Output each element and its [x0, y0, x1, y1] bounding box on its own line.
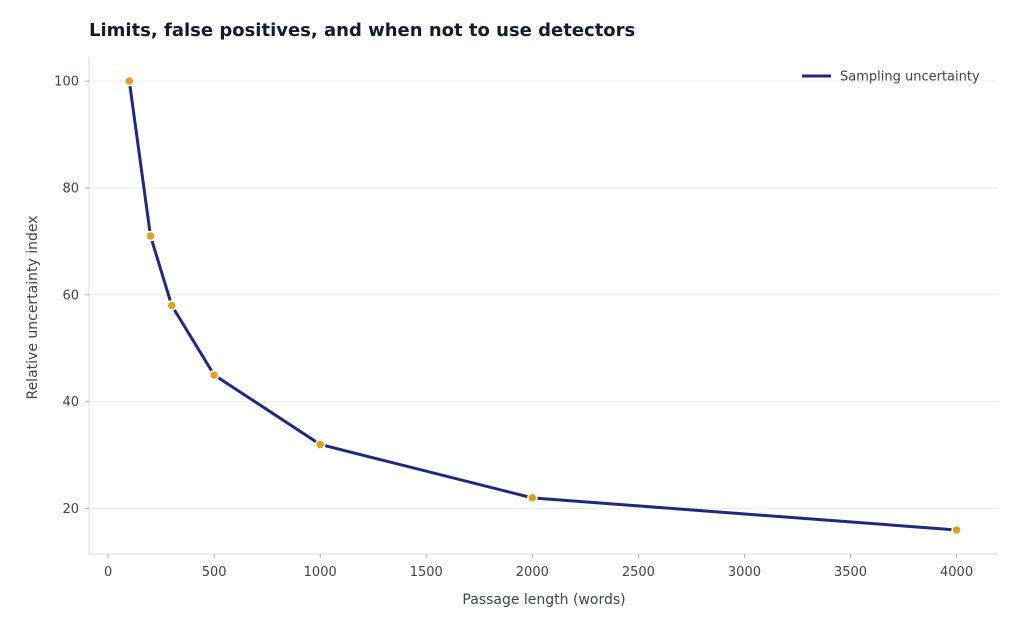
x-tick-label: 2000: [516, 565, 549, 580]
series-line: [127, 79, 959, 532]
chart-title: Limits, false positives, and when not to…: [89, 20, 636, 41]
data-point: [208, 369, 220, 381]
y-tick-label: 80: [62, 181, 79, 196]
x-axis-label: Passage length (words): [462, 592, 625, 608]
y-axis-label: Relative uncertainty index: [25, 215, 41, 399]
y-tick-label: 40: [62, 395, 79, 410]
series-group: [124, 75, 962, 536]
x-tick-label: 2500: [622, 565, 655, 580]
x-tick-label: 1000: [304, 565, 337, 580]
data-point: [314, 439, 326, 450]
data-point: [124, 75, 135, 87]
grid: [89, 80, 999, 509]
x-tick-label: 1500: [410, 565, 443, 580]
x-axis-ticks: 0 500 1000 1500 2000 2500 3000 3500 4000: [104, 554, 973, 580]
y-tick-label: 100: [54, 75, 79, 90]
x-tick-label: 3000: [728, 565, 761, 580]
y-tick-label: 20: [62, 502, 79, 517]
data-point: [527, 492, 538, 504]
axes: [88, 57, 999, 555]
x-tick-label: 0: [104, 565, 112, 580]
data-point: [145, 230, 156, 242]
x-tick-label: 500: [202, 565, 227, 580]
data-point: [166, 300, 177, 311]
data-point: [951, 524, 962, 536]
x-tick-label: 4000: [940, 565, 973, 580]
x-tick-label: 3500: [834, 565, 867, 580]
legend-label: Sampling uncertainty: [840, 70, 980, 85]
y-axis-ticks: 20 40 60 80 100: [54, 75, 89, 517]
legend: Sampling uncertainty: [802, 70, 980, 85]
y-tick-label: 60: [62, 288, 79, 303]
